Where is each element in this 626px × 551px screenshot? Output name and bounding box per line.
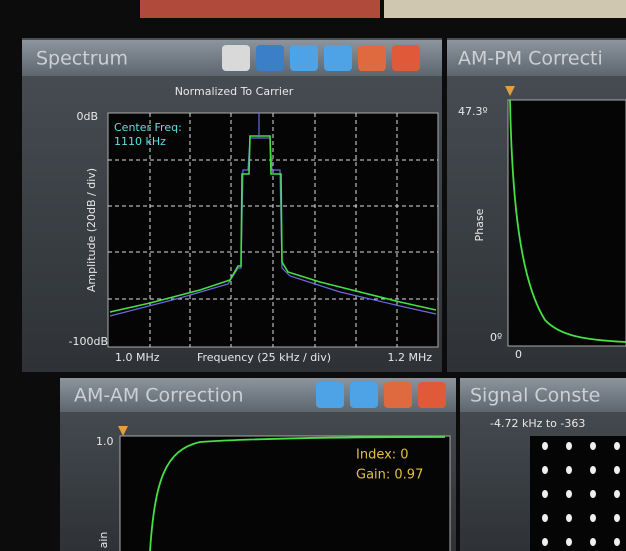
right-button[interactable] [324,45,352,71]
y-bottom-label: -100dB [69,335,109,348]
panel-title: AM-PM Correcti [458,48,603,70]
close-button[interactable] [392,45,420,71]
grid [108,113,438,347]
constellation-dot [542,538,548,546]
y-axis-label: ain [97,532,110,549]
x-axis-label: Frequency (25 kHz / div) [197,351,331,364]
top-tab [384,0,626,18]
panel-header [447,40,626,76]
constellation-dot [542,514,548,522]
constellation-dot [566,490,572,498]
constellation-dot [566,538,572,546]
y-top-label: 0dB [76,110,98,123]
x-left-label: 1.0 MHz [115,351,160,364]
constellation-dot [614,538,620,546]
left-button[interactable] [316,382,344,408]
plot-area [507,99,626,347]
panel-header [460,378,626,412]
maximize-button[interactable] [384,382,412,408]
am-pm-panel: AM-PM Correcti 47.3º Phase 0º 0 [447,38,626,372]
y-axis-label: Amplitude (20dB / div) [85,168,98,292]
right-button[interactable] [350,382,378,408]
index-marker [118,426,128,436]
y-top-label: 1.0 [96,435,114,448]
panel-title: Signal Conste [470,385,600,407]
constellation-dot [614,514,620,522]
center-freq-value: 1110 kHz [114,135,166,148]
panel-title: AM-AM Correction [74,385,244,407]
constellation-dot [566,466,572,474]
settings-button[interactable] [256,45,284,71]
constellation-dot [590,466,596,474]
index-marker [505,86,515,96]
am-am-curve [149,436,446,551]
x-right-label: 1.2 MHz [387,351,432,364]
y-bottom-label: 0º [490,331,502,344]
marker-button[interactable] [222,45,250,71]
range-label: -4.72 kHz to -363 [490,417,585,430]
panel-title: Spectrum [36,48,128,70]
y-top-label: 47.3º [458,105,488,118]
am-pm-curve [509,99,626,343]
left-button[interactable] [290,45,318,71]
y-axis-label: Phase [473,208,486,241]
constellation-dot [614,490,620,498]
spectrum-panel: Spectrum Normalized To Carrier 0d [22,38,442,372]
constellation-panel: Signal Conste -4.72 kHz to -363 [460,378,626,551]
constellation-dot [590,442,596,450]
center-freq-label: Center Freq: [114,121,182,134]
maximize-button[interactable] [358,45,386,71]
index-label: Index: 0 [356,448,409,463]
am-am-panel: AM-AM Correction 1.0 Index: 0 Gain: 0.97… [60,378,456,551]
gain-label: Gain: 0.97 [356,468,423,483]
top-tab [140,0,380,18]
constellation-dot [542,466,548,474]
constellation-dot [566,442,572,450]
constellation-dot [590,514,596,522]
toolbar [222,45,420,71]
constellation-dot [542,442,548,450]
constellation-dot [614,442,620,450]
constellation-dot [566,514,572,522]
constellation-dot [590,490,596,498]
constellation-dot [542,490,548,498]
x-left-label: 0 [515,348,522,361]
spectrum-trace [109,135,437,313]
constellation-dot [590,538,596,546]
close-button[interactable] [418,382,446,408]
subtitle: Normalized To Carrier [175,85,294,98]
constellation-points [542,442,620,546]
constellation-dot [614,466,620,474]
